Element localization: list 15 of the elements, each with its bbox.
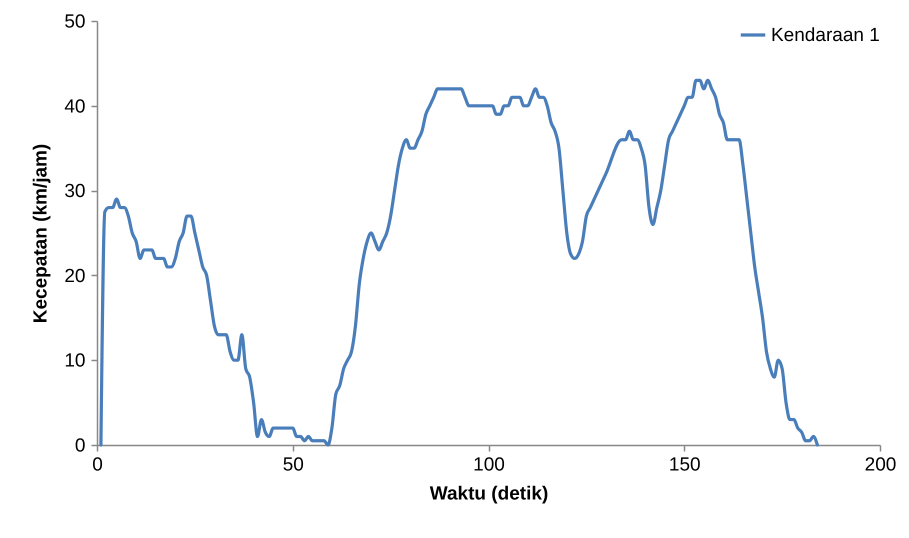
- y-tick-label: 20: [64, 266, 86, 287]
- x-tick-label: 200: [864, 454, 896, 476]
- legend-label: Kendaraan 1: [771, 25, 880, 46]
- y-tick-label: 10: [64, 350, 86, 372]
- x-tick-label: 0: [92, 454, 103, 476]
- y-tick-label: 40: [64, 96, 86, 118]
- x-axis-title: Waktu (detik): [430, 484, 548, 504]
- y-tick-label: 30: [64, 181, 86, 202]
- x-tick-label: 150: [668, 454, 701, 476]
- x-tick-label: 50: [282, 454, 304, 476]
- y-tick-label: 0: [74, 436, 86, 456]
- line-series: [99, 78, 819, 447]
- y-axis-title: Kecepatan (km/jam): [30, 144, 52, 324]
- y-tick-label: 50: [64, 12, 86, 32]
- x-tick-label: 100: [473, 454, 505, 476]
